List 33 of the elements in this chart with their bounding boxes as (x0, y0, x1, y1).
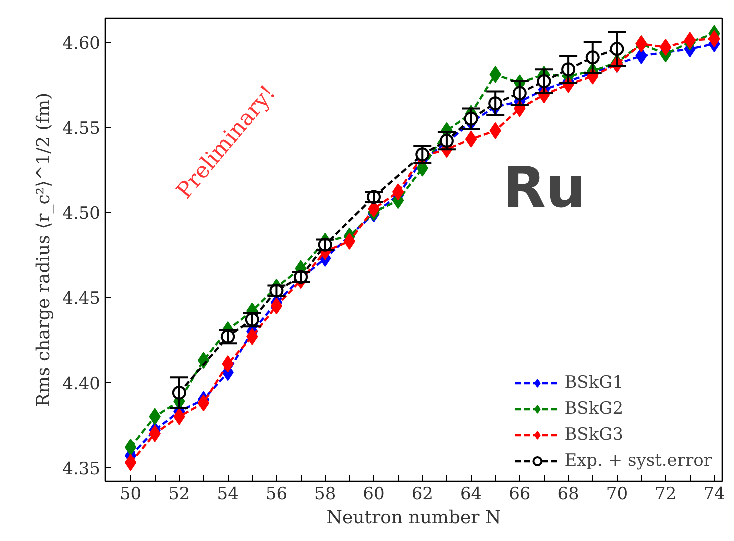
x-tick-label: 66 (509, 484, 531, 504)
y-tick-label: 4.50 (62, 204, 101, 224)
x-tick-label: 70 (606, 484, 628, 504)
x-tick-label: 64 (460, 484, 482, 504)
x-tick-label: 52 (168, 484, 190, 504)
point (344, 232, 356, 250)
legend-label: Exp. + syst.error (564, 451, 712, 471)
point (392, 184, 404, 201)
legend-label: BSkG3 (564, 425, 624, 445)
y-axis-title: Rms charge radius ⟨r_c²⟩^1/2 (fm) (34, 92, 55, 408)
legend-label: BSkG1 (564, 373, 624, 393)
y-tick-label: 4.40 (62, 374, 101, 394)
x-axis-title: Neutron number N (326, 508, 502, 528)
legend-label: BSkG2 (564, 399, 624, 419)
annotation: Ru (502, 156, 586, 222)
point (465, 130, 478, 148)
y-tick-label: 4.35 (62, 459, 101, 480)
x-tick-label: 72 (655, 484, 677, 504)
point (198, 394, 210, 412)
x-tick-label: 50 (120, 484, 142, 504)
x-tick-label: 62 (412, 484, 434, 504)
y-tick-label: 4.45 (62, 289, 101, 310)
x-tick-label: 58 (314, 484, 336, 504)
y-tick-label: 4.60 (62, 34, 101, 54)
y-tick-label: 4.55 (62, 118, 101, 139)
x-tick-label: 56 (266, 484, 288, 504)
x-tick-label: 74 (704, 484, 726, 504)
point (124, 454, 137, 472)
x-tick-label: 60 (363, 484, 385, 504)
x-tick-label: 68 (558, 484, 580, 504)
x-tick-label: 54 (217, 484, 239, 504)
point (270, 298, 283, 315)
point (124, 438, 137, 456)
